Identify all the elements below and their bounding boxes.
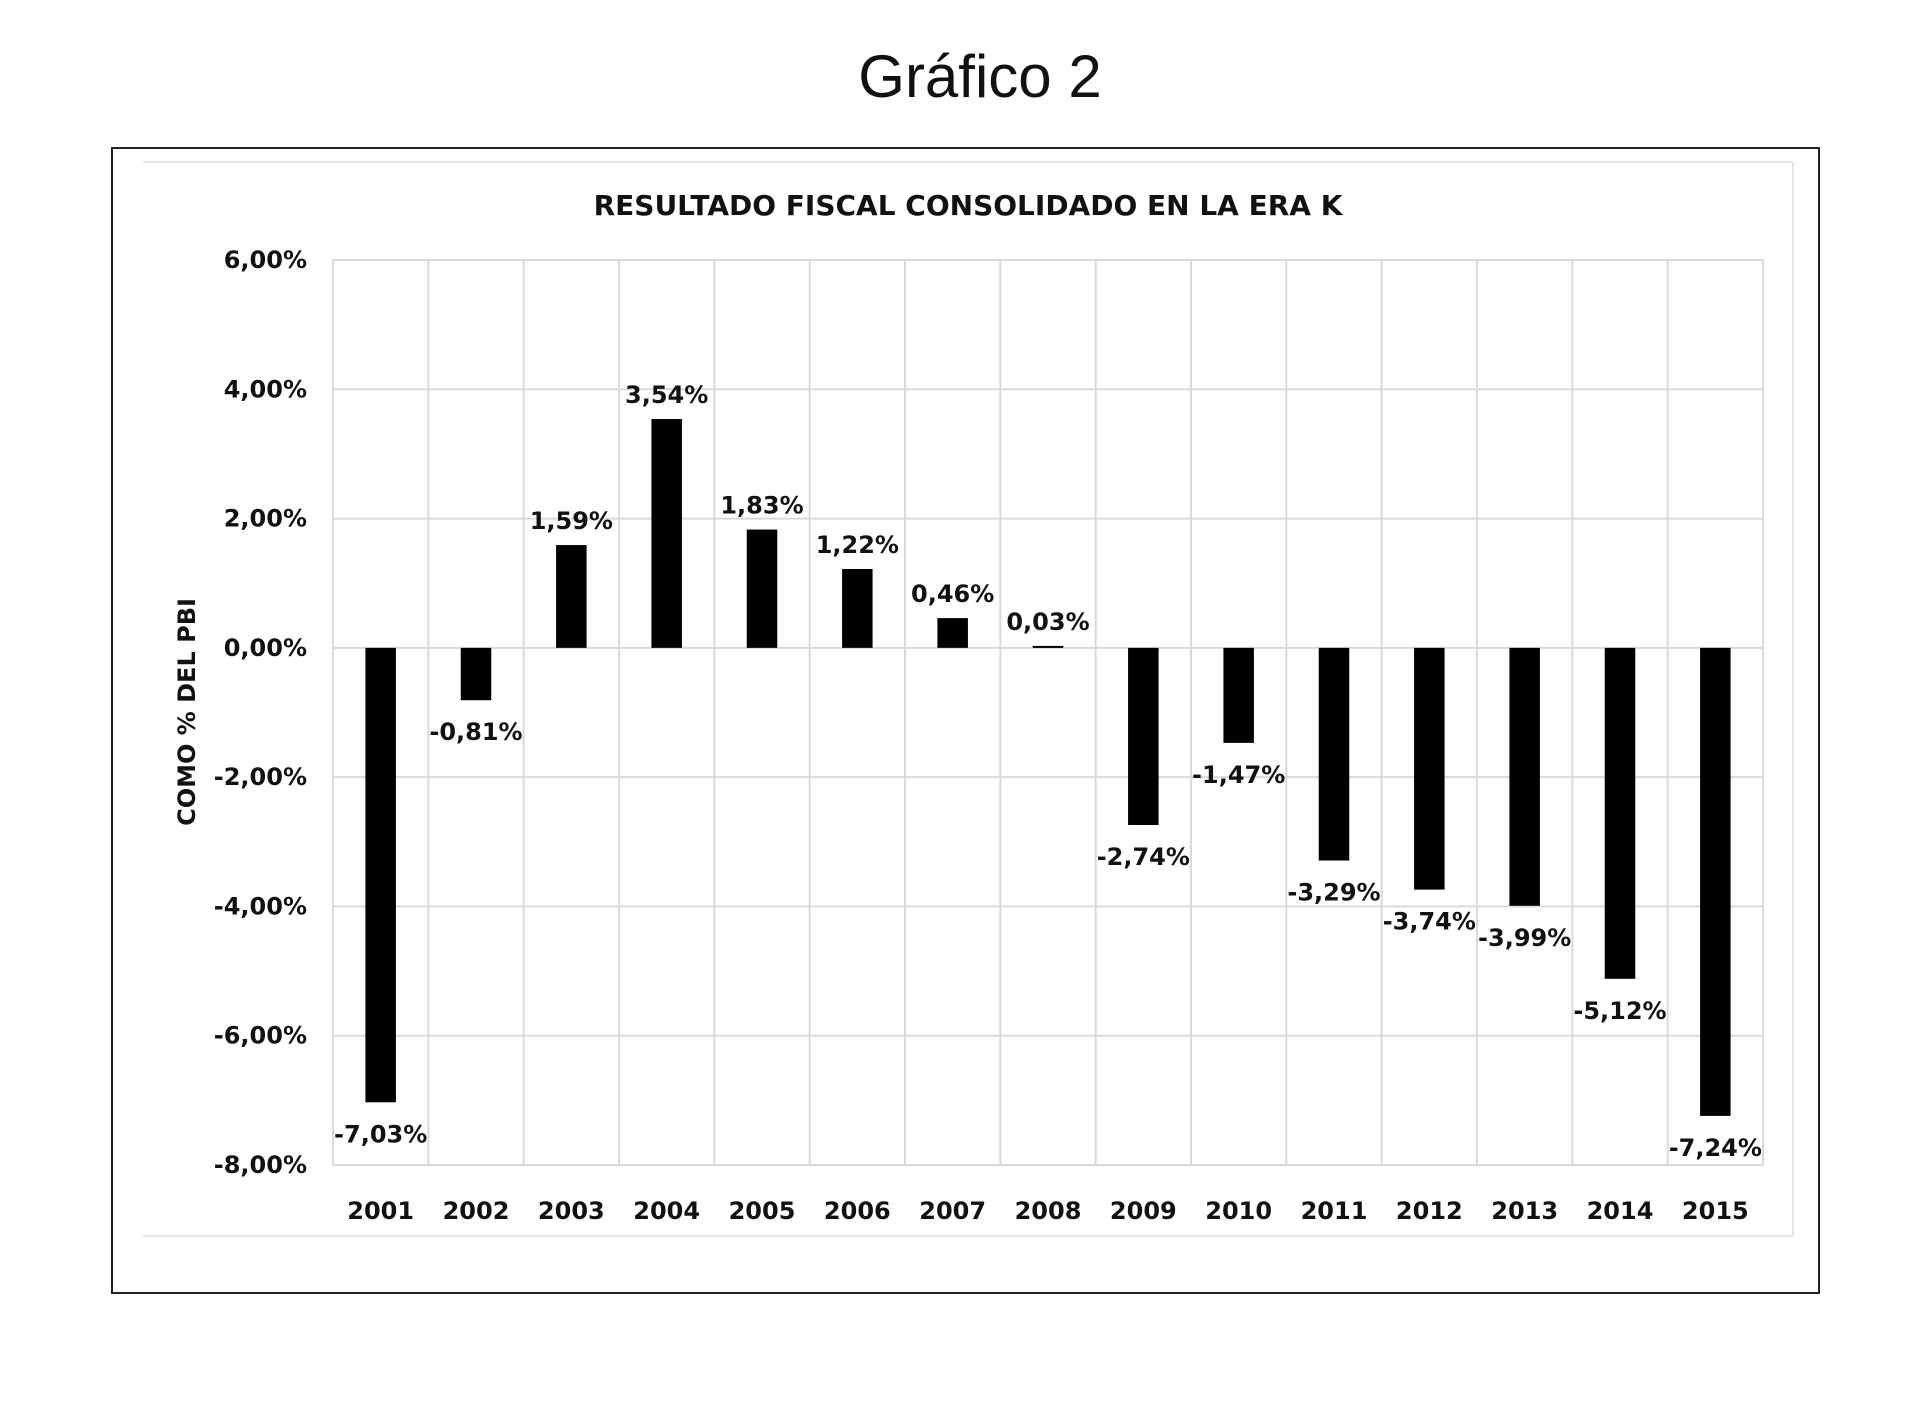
- bar: [1223, 647, 1254, 743]
- x-tick-label: 2003: [538, 1197, 605, 1225]
- bar: [1318, 647, 1350, 861]
- y-tick-label: 0,00%: [224, 634, 307, 662]
- chart-title: RESULTADO FISCAL CONSOLIDADO EN LA ERA K: [594, 189, 1344, 222]
- x-tick-label: 2015: [1682, 1197, 1749, 1225]
- bar: [1128, 647, 1159, 825]
- x-tick-label: 2001: [347, 1197, 414, 1225]
- x-tick-label: 2004: [633, 1197, 700, 1225]
- bar: [365, 647, 396, 1103]
- x-tick-label: 2011: [1301, 1197, 1368, 1225]
- x-tick-label: 2005: [729, 1197, 796, 1225]
- data-label: -5,12%: [1573, 997, 1666, 1025]
- x-tick-label: 2009: [1110, 1197, 1177, 1225]
- bar: [556, 545, 587, 648]
- data-label: -3,29%: [1287, 879, 1380, 907]
- data-label: 1,22%: [816, 531, 899, 559]
- bar: [1604, 647, 1636, 979]
- bar: [1509, 647, 1540, 906]
- bar: [842, 568, 873, 648]
- bar-layer: [365, 419, 1731, 1116]
- data-label: -1,47%: [1192, 761, 1285, 789]
- bar: [651, 419, 682, 648]
- bar: [1414, 647, 1445, 890]
- x-tick-label: 2007: [919, 1197, 986, 1225]
- x-tick-label: 2008: [1015, 1197, 1082, 1225]
- data-label: 0,03%: [1006, 608, 1089, 636]
- x-tick-label: 2010: [1205, 1197, 1272, 1225]
- data-label: -0,81%: [429, 718, 522, 746]
- bar: [1032, 645, 1064, 648]
- y-tick-label: -2,00%: [214, 763, 307, 791]
- data-label: 1,59%: [530, 507, 613, 535]
- x-tick-label: 2014: [1587, 1197, 1654, 1225]
- bar: [746, 529, 778, 648]
- bar: [1700, 647, 1731, 1116]
- x-tick-label: 2012: [1396, 1197, 1463, 1225]
- x-tick-label: 2013: [1491, 1197, 1558, 1225]
- bar-chart: RESULTADO FISCAL CONSOLIDADO EN LA ERA K…: [143, 161, 1794, 1237]
- y-axis-title: COMO % DEL PBI: [173, 598, 201, 826]
- data-label: -3,74%: [1383, 908, 1476, 936]
- page-title: Gráfico 2: [858, 43, 1102, 110]
- axis-layer: 6,00% 4,00% 2,00% 0,00% -2,00% -4,00% -6,00% -8…: [214, 246, 1749, 1225]
- x-tick-label: 2006: [824, 1197, 891, 1225]
- grid-layer: [332, 259, 1764, 1166]
- data-label: -2,74%: [1097, 843, 1190, 871]
- data-label: 0,46%: [911, 580, 994, 608]
- data-label: -3,99%: [1478, 924, 1571, 952]
- x-tick-label: 2002: [443, 1197, 510, 1225]
- label-layer: -7,03% -0,81% 1,59% 3,54% 1,83% 1,22% 0,46% 0,0…: [334, 381, 1762, 1162]
- y-tick-label: 4,00%: [224, 375, 307, 403]
- y-tick-label: -6,00%: [214, 1022, 307, 1050]
- data-label: 1,83%: [720, 492, 803, 520]
- y-tick-label: 6,00%: [224, 246, 307, 274]
- y-tick-label: -8,00%: [214, 1151, 307, 1179]
- data-label: -7,03%: [334, 1120, 427, 1148]
- data-label: -7,24%: [1669, 1134, 1762, 1162]
- y-tick-label: -4,00%: [214, 892, 307, 920]
- y-tick-label: 2,00%: [224, 505, 307, 533]
- bar: [937, 618, 968, 648]
- chart-frame: RESULTADO FISCAL CONSOLIDADO EN LA ERA K…: [111, 147, 1820, 1294]
- data-label: 3,54%: [625, 381, 708, 409]
- bar: [460, 647, 492, 701]
